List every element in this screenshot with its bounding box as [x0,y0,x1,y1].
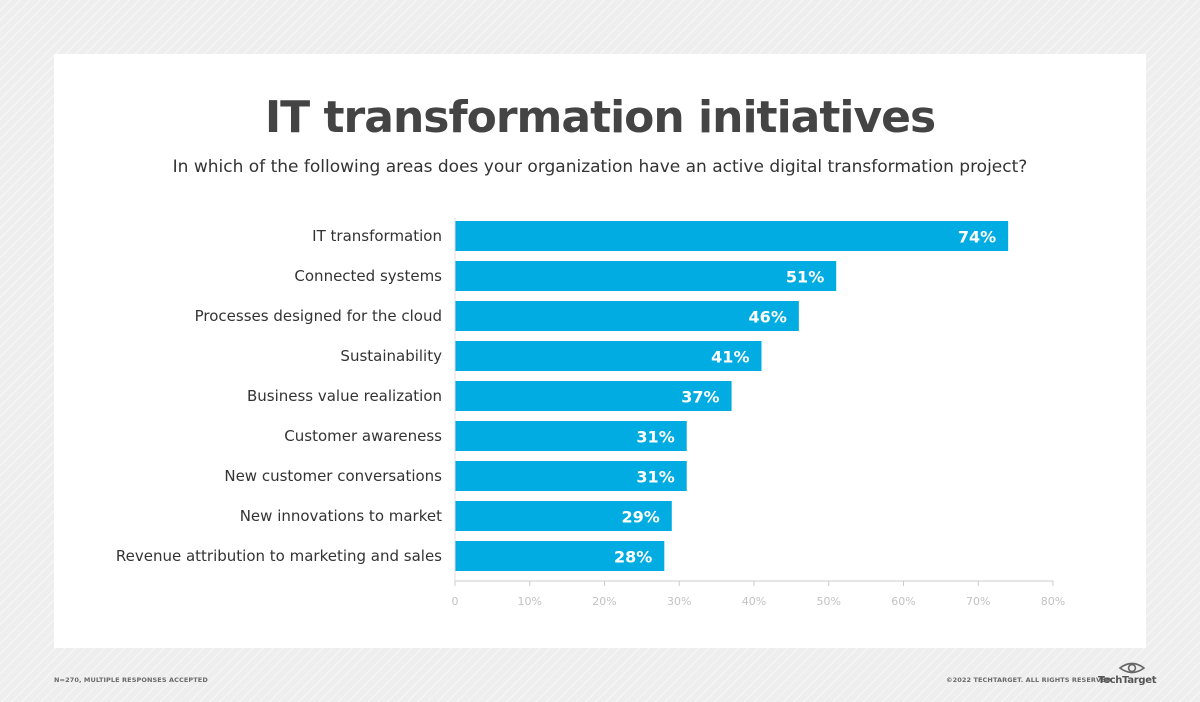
category-label: Business value realization [247,387,442,405]
bar [455,541,665,571]
bar [455,421,687,451]
data-label: 29% [621,508,659,527]
data-label: 74% [958,228,996,247]
x-tick-label: 30% [667,595,691,608]
category-label: Connected systems [294,267,442,285]
category-label: Processes designed for the cloud [195,307,442,325]
x-tick-label: 10% [518,595,542,608]
data-label: 31% [636,428,674,447]
bar [455,261,837,291]
category-label: New innovations to market [240,507,442,525]
sample-size-note: N=270, MULTIPLE RESPONSES ACCEPTED [54,676,208,684]
data-label: 31% [636,468,674,487]
data-label: 37% [681,388,719,407]
bar [455,341,762,371]
bar [455,301,799,331]
bar [455,461,687,491]
category-label: New customer conversations [224,467,442,485]
chart-subtitle: In which of the following areas does you… [172,157,1028,177]
category-label: IT transformation [312,227,442,245]
chart-title: IT transformation initiatives [264,92,936,143]
data-label: 46% [749,308,787,327]
x-tick-label: 80% [1041,595,1065,608]
x-tick-label: 40% [742,595,766,608]
brand-wordmark: TechTarget [1098,675,1157,686]
bar [455,501,672,531]
data-label: 28% [614,548,652,567]
copyright-note: ©2022 TECHTARGET. ALL RIGHTS RESERVED [946,676,1112,684]
data-label: 41% [711,348,749,367]
bar [455,221,1009,251]
category-label: Customer awareness [284,427,442,445]
bar [455,381,732,411]
x-tick-label: 70% [966,595,990,608]
category-label: Sustainability [340,347,442,365]
data-label: 51% [786,268,824,287]
eye-icon [1118,662,1146,674]
x-tick-label: 50% [817,595,841,608]
x-tick-label: 20% [592,595,616,608]
x-tick-label: 60% [891,595,915,608]
x-tick-label: 0 [452,595,459,608]
category-label: Revenue attribution to marketing and sal… [116,547,442,565]
techtarget-logo: TechTarget [1098,660,1157,688]
